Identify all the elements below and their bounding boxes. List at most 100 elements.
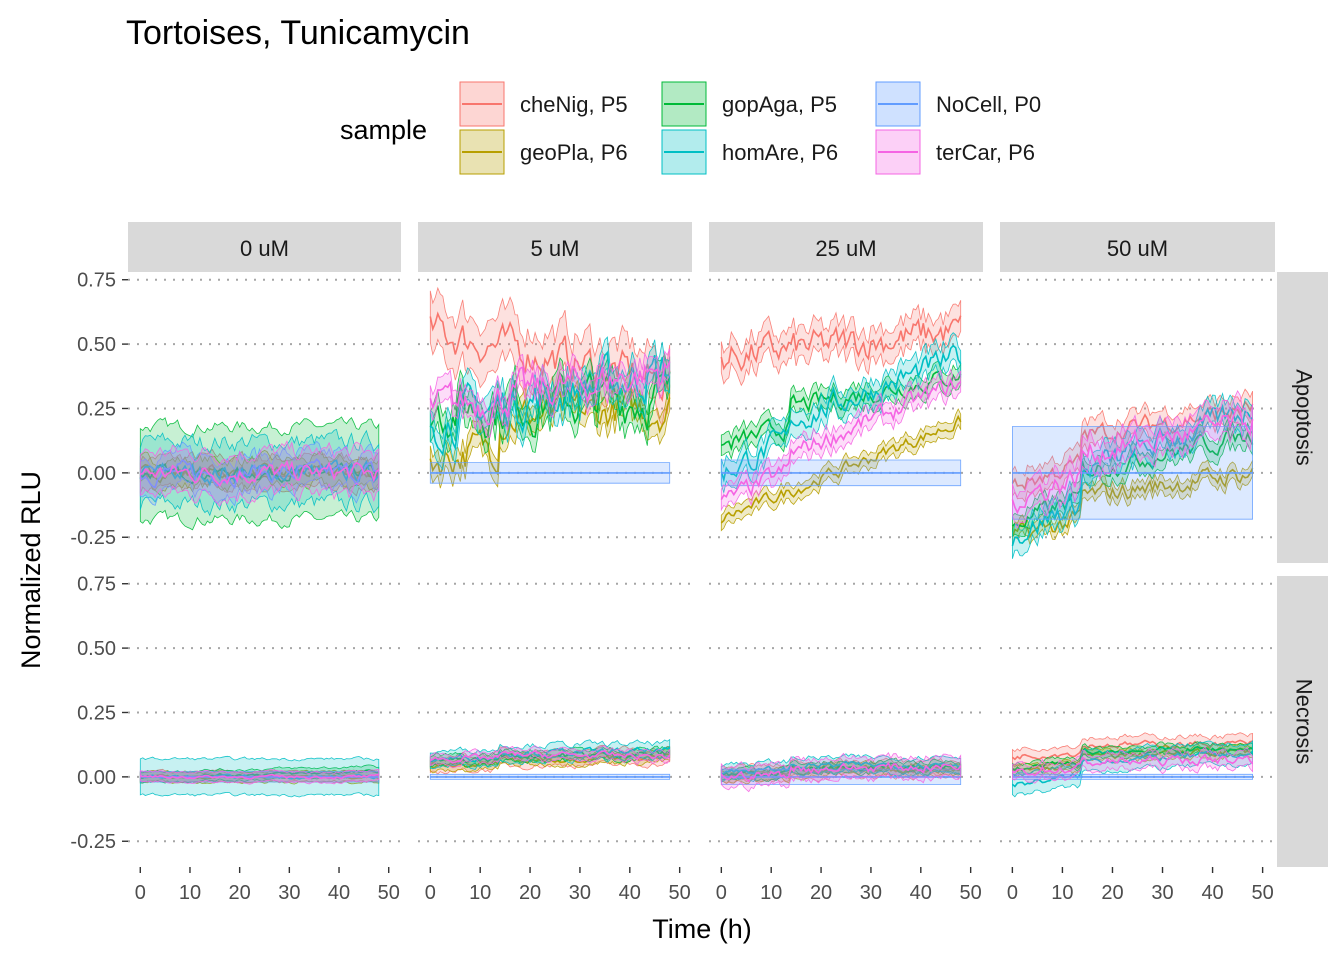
line-gopaga-p5 bbox=[1011, 745, 1253, 772]
x-tick-label: 10 bbox=[179, 882, 201, 904]
legend-item-tercar-p6: terCar, P6 bbox=[875, 129, 1035, 175]
series-nocell-p0 bbox=[1012, 773, 1253, 780]
legend-label: gopAga, P5 bbox=[722, 92, 837, 117]
legend-item-chenig-p5: cheNig, P5 bbox=[459, 81, 628, 127]
series-tercar-p6 bbox=[720, 752, 962, 793]
strip-apoptosis bbox=[1277, 272, 1328, 563]
line-chenig-p5 bbox=[720, 315, 962, 372]
legend-label: homAre, P6 bbox=[722, 140, 838, 165]
x-tick-label: 30 bbox=[1151, 882, 1173, 904]
legend-label: geoPla, P6 bbox=[520, 140, 628, 165]
x-tick-label: 30 bbox=[278, 882, 300, 904]
facet-panels bbox=[128, 278, 1275, 843]
panel-necrosis-5-um bbox=[418, 582, 692, 843]
x-tick-label: 10 bbox=[760, 882, 782, 904]
x-axis: 0 10 20 30 40 50 0 10 20 30 40 50 0 10 20 30 40 50 0 10 20 30… bbox=[135, 867, 1274, 904]
y-tick-label: 0.50 bbox=[77, 638, 116, 660]
panel-apoptosis-5-um bbox=[418, 278, 692, 539]
x-tick-label: 0 bbox=[1007, 882, 1018, 904]
x-tick-label: 20 bbox=[519, 882, 541, 904]
line-tercar-p6 bbox=[429, 749, 671, 764]
x-tick-label: 40 bbox=[328, 882, 350, 904]
series-chenig-p5 bbox=[720, 300, 962, 387]
x-tick-label: 30 bbox=[569, 882, 591, 904]
x-tick-label: 40 bbox=[1201, 882, 1223, 904]
line-homare-p6 bbox=[720, 344, 962, 483]
panel-apoptosis-50-um bbox=[1000, 278, 1275, 559]
series-tercar-p6 bbox=[1011, 390, 1254, 529]
x-axis-title: Time (h) bbox=[652, 914, 752, 944]
x-tick-label: 10 bbox=[469, 882, 491, 904]
legend-item-geopla-p6: geoPla, P6 bbox=[459, 129, 628, 175]
ribbon-tercar-p6 bbox=[720, 368, 962, 512]
y-tick-label: -0.25 bbox=[70, 831, 116, 853]
line-tercar-p6 bbox=[720, 761, 962, 783]
line-nocell-p0 bbox=[140, 458, 380, 490]
legend-label: cheNig, P5 bbox=[520, 92, 628, 117]
line-tercar-p6 bbox=[140, 773, 379, 780]
line-geopla-p6 bbox=[429, 381, 671, 477]
ribbon-tercar-p6 bbox=[1012, 390, 1253, 529]
y-tick-label: 0.75 bbox=[77, 574, 116, 596]
strip-necrosis bbox=[1277, 576, 1328, 867]
strip-label-apoptosis: Apoptosis bbox=[1292, 369, 1317, 466]
line-tercar-p6 bbox=[720, 377, 962, 500]
x-tick-label: 50 bbox=[669, 882, 691, 904]
legend-title: sample bbox=[340, 115, 427, 145]
series-geopla-p6 bbox=[429, 370, 671, 489]
panel-apoptosis-0-um bbox=[128, 278, 401, 539]
series-tercar-p6 bbox=[429, 745, 671, 769]
x-tick-label: 0 bbox=[135, 882, 146, 904]
legend-item-nocell-p0: NoCell, P0 bbox=[875, 81, 1041, 127]
facet-strips: 0 uM 5 uM 25 uM 50 uM Apoptosis Necrosis bbox=[128, 222, 1328, 867]
line-chenig-p5 bbox=[1011, 400, 1254, 491]
series-nocell-p0 bbox=[429, 773, 671, 780]
strip-5-um bbox=[418, 222, 692, 272]
y-tick-label: 0.75 bbox=[77, 270, 116, 292]
series-tercar-p6 bbox=[139, 440, 380, 507]
x-tick-label: 40 bbox=[910, 882, 932, 904]
panel-necrosis-50-um bbox=[1000, 582, 1275, 843]
y-tick-label: 0.50 bbox=[77, 334, 116, 356]
strip-50-um bbox=[1000, 222, 1275, 272]
x-tick-label: 30 bbox=[860, 882, 882, 904]
line-chenig-p5 bbox=[139, 463, 380, 482]
legend-item-gopaga-p5: gopAga, P5 bbox=[661, 81, 837, 127]
line-homare-p6 bbox=[429, 350, 671, 457]
strip-label-necrosis: Necrosis bbox=[1292, 679, 1317, 765]
x-tick-label: 50 bbox=[378, 882, 400, 904]
panel-necrosis-25-um bbox=[709, 582, 983, 843]
line-tercar-p6 bbox=[139, 459, 380, 488]
line-homare-p6 bbox=[1011, 750, 1254, 788]
y-axis: -0.25 0.00 0.25 0.50 0.75 -0.25 0.00 0.25 0.50 0.… bbox=[70, 270, 128, 853]
legend-label: terCar, P6 bbox=[936, 140, 1035, 165]
x-tick-label: 50 bbox=[960, 882, 982, 904]
line-geopla-p6 bbox=[720, 414, 962, 524]
strip-25-um bbox=[709, 222, 983, 272]
y-tick-label: 0.25 bbox=[77, 702, 116, 724]
series-tercar-p6 bbox=[139, 768, 380, 785]
strip-label-5-um: 5 uM bbox=[531, 236, 580, 261]
ribbon-chenig-p5 bbox=[720, 300, 962, 387]
series-nocell-p0 bbox=[429, 462, 671, 484]
series-geopla-p6 bbox=[720, 408, 962, 532]
legend-label: NoCell, P0 bbox=[936, 92, 1041, 117]
line-chenig-p5 bbox=[1011, 739, 1253, 761]
line-tercar-p6 bbox=[429, 361, 671, 426]
x-tick-label: 20 bbox=[810, 882, 832, 904]
x-tick-label: 20 bbox=[1101, 882, 1123, 904]
line-gopaga-p5 bbox=[721, 370, 962, 452]
line-homare-p6 bbox=[430, 746, 671, 763]
x-tick-label: 0 bbox=[716, 882, 727, 904]
y-tick-label: 0.25 bbox=[77, 398, 116, 420]
legend: cheNig, P5 geoPla, P6 gopAga, P5 homAre, P6… bbox=[459, 81, 1041, 175]
strip-0-um bbox=[128, 222, 401, 272]
x-tick-label: 20 bbox=[229, 882, 251, 904]
legend-item-homare-p6: homAre, P6 bbox=[661, 129, 838, 175]
ribbon-tercar-p6 bbox=[429, 348, 671, 438]
strip-label-0-um: 0 uM bbox=[240, 236, 289, 261]
ribbon-tercar-p6 bbox=[720, 752, 962, 793]
y-tick-label: 0.00 bbox=[77, 767, 116, 789]
series-tercar-p6 bbox=[1012, 746, 1254, 784]
